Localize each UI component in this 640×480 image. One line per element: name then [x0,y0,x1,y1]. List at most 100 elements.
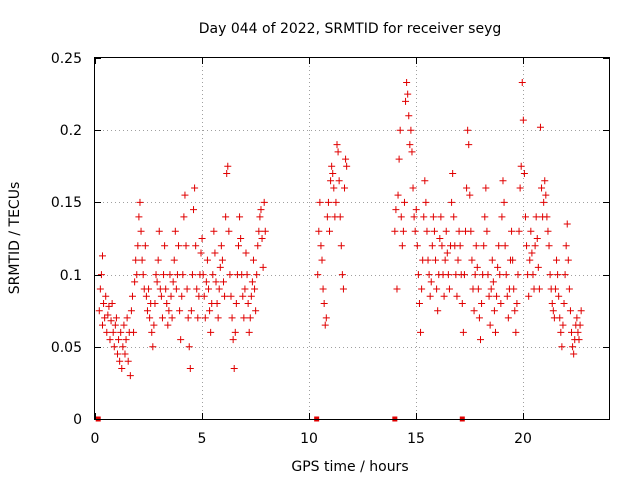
data-point [202,278,210,286]
x-tick-label: 5 [198,431,207,447]
data-point [525,292,533,300]
data-point [249,256,257,264]
data-point [118,364,126,372]
data-point [513,299,521,307]
data-point [534,263,542,271]
data-point [179,271,187,279]
data-point [404,90,412,98]
data-point [500,198,508,206]
data-point [142,292,150,300]
data-point [449,170,457,178]
data-point [98,321,106,329]
data-point [555,292,563,300]
data-point [504,314,512,322]
data-point [214,314,222,322]
data-point [414,271,422,279]
x-tick-label: 20 [514,431,532,447]
data-point [542,191,550,199]
data-point [124,357,132,365]
data-point [190,206,198,214]
data-point [236,213,244,221]
data-point [557,328,565,336]
data-point [253,271,261,279]
data-point [342,155,350,163]
data-point [206,307,214,315]
data-point [453,292,461,300]
data-point [538,184,546,192]
data-point [315,227,323,235]
data-point [161,242,169,250]
data-point [150,321,158,329]
data-point [256,213,264,221]
data-point [415,299,423,307]
data-point [487,285,495,293]
data-point [338,271,346,279]
x-tick-labels: 0 5 10 15 20 [91,431,532,447]
data-point [321,321,329,329]
data-point [422,198,430,206]
data-point [486,321,494,329]
data-point [229,336,237,344]
data-point [187,307,195,315]
data-point [247,292,255,300]
data-point [556,314,564,322]
data-point [454,256,462,264]
data-point [527,227,535,235]
data-point [217,242,225,250]
data-point [577,307,585,315]
data-point [234,242,242,250]
data-point [475,314,483,322]
chart-title: Day 044 of 2022, SRMTID for receiver sey… [199,21,502,37]
data-point [564,256,572,264]
data-point [141,242,149,250]
data-point [412,206,420,214]
data-point [105,302,113,310]
data-point [508,227,516,235]
data-point [328,162,336,170]
data-point [324,198,332,206]
data-point [499,177,507,185]
data-point [400,198,408,206]
data-point [102,292,110,300]
data-point [409,184,417,192]
data-point [158,314,166,322]
plot-frame [94,57,610,420]
data-point [231,328,239,336]
data-point [521,213,529,221]
data-point [152,271,160,279]
data-point [443,249,451,257]
data-point [549,307,557,315]
data-point [128,292,136,300]
data-point [482,184,490,192]
data-point [413,242,421,250]
data-point [145,285,153,293]
data-point [222,213,230,221]
data-point [407,126,415,134]
data-point [130,328,138,336]
data-point [327,177,335,185]
data-point [562,242,570,250]
y-tick-label: 0.1 [60,268,82,284]
data-point [334,148,342,156]
data-point [399,227,407,235]
data-point [531,242,539,250]
data-point [425,271,433,279]
data-point [200,292,208,300]
data-point [438,242,446,250]
data-point [339,285,347,293]
data-point [501,242,509,250]
data-point [488,256,496,264]
data-point [210,227,218,235]
data-point [323,213,331,221]
data-point [245,328,253,336]
data-point [472,242,480,250]
data-point [568,328,576,336]
data-point [203,256,211,264]
data-point [536,123,544,131]
data-point [119,343,127,351]
data-point [411,227,419,235]
data-point [201,314,209,322]
data-point [191,184,199,192]
data-point [563,220,571,228]
